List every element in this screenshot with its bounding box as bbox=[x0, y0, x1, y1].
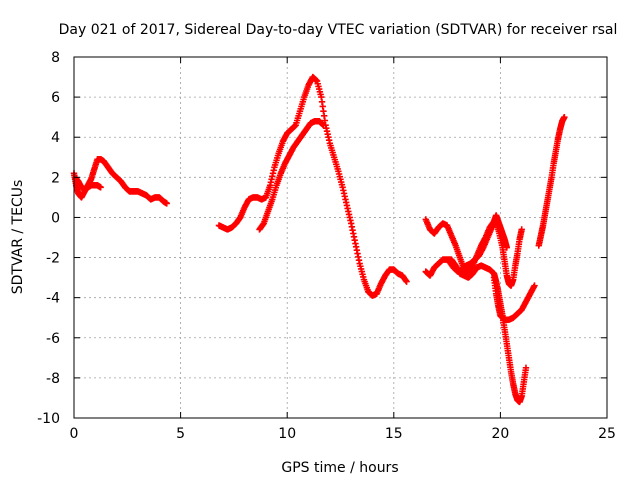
y-tick-label: 0 bbox=[51, 210, 60, 226]
data-point bbox=[163, 200, 170, 207]
y-tick-label: 6 bbox=[51, 90, 60, 106]
chart-title: Day 021 of 2017, Sidereal Day-to-day VTE… bbox=[59, 22, 618, 38]
x-tick-label: 0 bbox=[70, 426, 79, 442]
data-point bbox=[320, 121, 327, 129]
data-point bbox=[522, 364, 530, 372]
data-point bbox=[403, 278, 410, 285]
y-tick-label: -6 bbox=[46, 331, 60, 347]
y-tick-label: -8 bbox=[46, 371, 60, 387]
x-tick-label: 20 bbox=[491, 426, 509, 442]
x-tick-label: 10 bbox=[278, 426, 296, 442]
x-tick-label: 5 bbox=[176, 426, 185, 442]
x-axis-label: GPS time / hours bbox=[281, 460, 398, 476]
x-tick-label: 25 bbox=[598, 426, 616, 442]
data-point bbox=[561, 113, 568, 121]
data-point bbox=[518, 226, 525, 233]
y-tick-label: 4 bbox=[51, 130, 60, 146]
data-point bbox=[97, 184, 104, 191]
y-tick-label: -4 bbox=[46, 291, 60, 307]
y-tick-label: 8 bbox=[51, 50, 60, 66]
axis-ticks: 0 5 10 15 20 25 -10 -8 -6 -4 -2 0 2 4 6 8 bbox=[37, 50, 616, 442]
data-points bbox=[70, 73, 568, 406]
y-axis-label: SDTVAR / TECUs bbox=[10, 180, 26, 295]
data-point bbox=[531, 282, 538, 289]
plot-frame bbox=[73, 56, 608, 419]
y-tick-label: 2 bbox=[51, 170, 60, 186]
x-tick-label: 15 bbox=[385, 426, 403, 442]
y-tick-label: -2 bbox=[46, 251, 60, 267]
y-tick-label: -10 bbox=[37, 411, 60, 427]
